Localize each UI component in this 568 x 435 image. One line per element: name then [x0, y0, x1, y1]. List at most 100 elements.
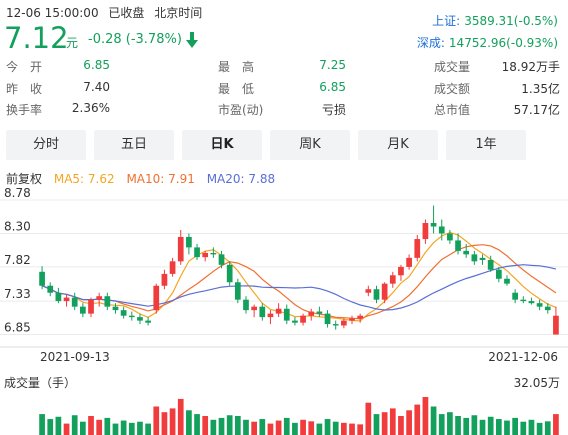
candle[interactable] [210, 247, 217, 258]
candle[interactable] [422, 219, 429, 244]
candle[interactable] [389, 271, 396, 288]
candle[interactable] [259, 303, 266, 321]
candle[interactable] [63, 294, 70, 307]
candle[interactable] [39, 266, 45, 290]
candle[interactable] [430, 205, 437, 234]
candle[interactable] [495, 266, 502, 283]
volume-bar [536, 422, 543, 435]
tab-daily-k[interactable]: 日K [182, 130, 262, 160]
volume-bar [308, 421, 315, 435]
candle[interactable] [341, 318, 347, 329]
candle[interactable] [332, 320, 339, 330]
volume-bar [202, 416, 209, 435]
quote-status-line: 12-06 15:00:00 已收盘 北京时间 [6, 4, 208, 21]
candle[interactable] [194, 243, 200, 260]
candle[interactable] [283, 304, 290, 325]
candle[interactable] [479, 254, 486, 265]
candle[interactable] [96, 292, 103, 307]
volume-bar [316, 423, 323, 435]
candle[interactable] [349, 315, 355, 325]
kline-chart[interactable]: 8.78 8.30 7.82 7.33 6.85 2021-09-13 2021-12-06… [0, 185, 568, 435]
tab-monthly-k[interactable]: 月K [358, 130, 438, 160]
volume-bar [504, 420, 510, 435]
candle[interactable] [536, 299, 543, 311]
candle[interactable] [414, 234, 421, 262]
candle[interactable] [88, 297, 94, 318]
candle[interactable] [169, 257, 176, 277]
ma20-line [41, 264, 557, 311]
candle[interactable] [520, 296, 527, 304]
candle[interactable] [104, 292, 111, 311]
candle[interactable] [544, 303, 551, 314]
tab-five-day[interactable]: 五日 [94, 130, 174, 160]
candle[interactable] [177, 229, 184, 265]
volume-bar [251, 421, 257, 435]
candle[interactable] [145, 317, 151, 326]
volume-bar [186, 410, 192, 435]
tab-weekly-k[interactable]: 周K [270, 130, 350, 160]
volume-label: 成交量（手） [4, 375, 76, 390]
candle[interactable] [275, 303, 282, 318]
candle[interactable] [455, 233, 461, 255]
adjust-mode[interactable]: 前复权 [6, 172, 43, 186]
candle[interactable] [398, 264, 404, 281]
candle[interactable] [463, 243, 470, 258]
candle[interactable] [226, 261, 233, 286]
candle[interactable] [243, 296, 249, 314]
stat-label: 总市值 [434, 103, 471, 117]
tab-intraday[interactable]: 分时 [6, 130, 86, 160]
candle[interactable] [528, 297, 535, 305]
volume-bar [463, 417, 470, 435]
volume-bar [55, 416, 62, 435]
candle[interactable] [128, 311, 135, 321]
volume-bar [332, 421, 339, 435]
candle[interactable] [487, 255, 494, 272]
candle[interactable] [218, 250, 225, 269]
volume-bar [259, 419, 266, 435]
candle[interactable] [71, 292, 78, 311]
candle[interactable] [504, 275, 510, 286]
volume-bar [88, 416, 94, 435]
y-tick-label: 7.82 [4, 253, 31, 267]
candle[interactable] [406, 254, 412, 270]
candle[interactable] [55, 287, 62, 304]
candle[interactable] [300, 313, 306, 326]
candle[interactable] [316, 306, 323, 318]
candle[interactable] [153, 283, 160, 314]
candle[interactable] [234, 278, 241, 304]
timezone-label: 北京时间 [154, 6, 203, 20]
candle[interactable] [47, 282, 54, 297]
volume-bar [398, 416, 404, 435]
index-shanghai[interactable]: 上证: 3589.31(-0.5%) [432, 12, 558, 29]
candle[interactable] [438, 219, 445, 241]
tab-one-year[interactable]: 1年 [446, 130, 526, 160]
candle[interactable] [112, 303, 119, 314]
candle[interactable] [512, 289, 518, 304]
volume-bar [112, 423, 119, 435]
stat-value: 7.25 [319, 58, 346, 72]
volume-bar [47, 419, 54, 435]
candle[interactable] [357, 313, 364, 323]
candle[interactable] [553, 306, 559, 335]
candle[interactable] [137, 313, 143, 325]
index-shenzhen[interactable]: 深成: 14752.96(-0.93%) [417, 34, 558, 51]
candle[interactable] [381, 282, 388, 304]
candle[interactable] [202, 250, 209, 262]
volume-bar [495, 419, 502, 435]
candle[interactable] [324, 310, 331, 328]
candle[interactable] [447, 229, 453, 244]
candle[interactable] [365, 285, 372, 297]
candle[interactable] [161, 269, 168, 290]
candle[interactable] [471, 250, 478, 265]
volume-bar [137, 421, 143, 435]
volume-bar [194, 414, 200, 435]
candle[interactable] [186, 233, 192, 255]
volume-bar [544, 421, 551, 435]
candle[interactable] [308, 308, 315, 321]
candle[interactable] [251, 304, 257, 318]
candle[interactable] [373, 285, 380, 304]
candle[interactable] [292, 317, 298, 326]
candle[interactable] [267, 310, 274, 325]
candle[interactable] [80, 303, 86, 318]
candle[interactable] [120, 306, 127, 319]
